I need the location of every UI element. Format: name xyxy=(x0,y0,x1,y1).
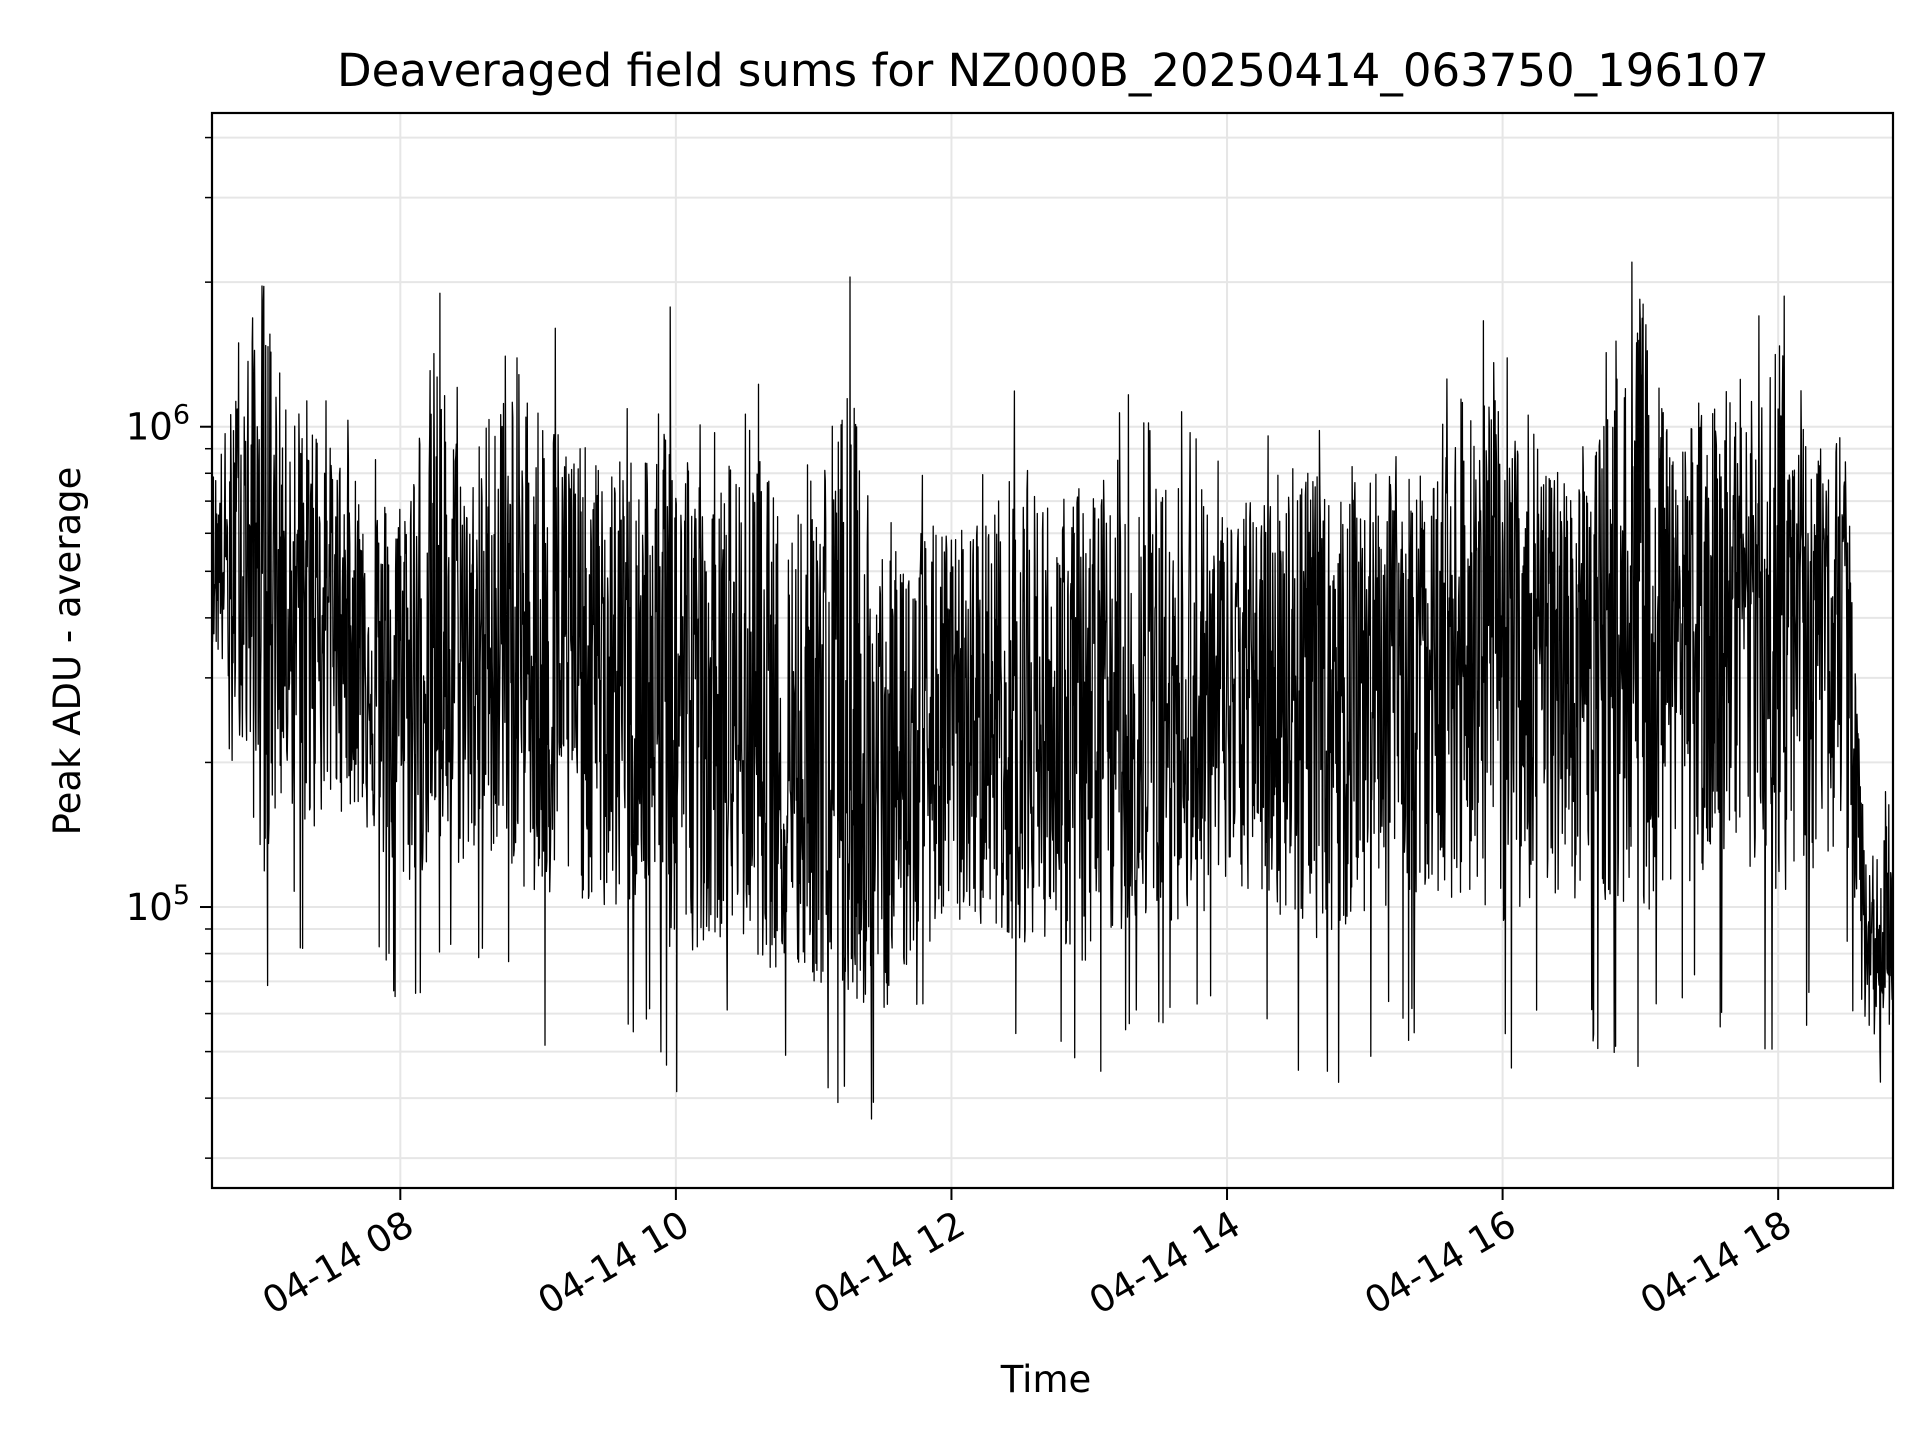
plot-frame xyxy=(210,111,1895,1190)
series-path xyxy=(211,261,1894,1120)
chart-title: Deaveraged field sums for NZ000B_2025041… xyxy=(337,44,1769,97)
y-axis: 105 106 xyxy=(126,136,212,1159)
series-line xyxy=(211,261,1894,1120)
y-tick-label: 105 xyxy=(126,880,190,929)
y-axis-label: Peak ADU - average xyxy=(46,467,89,836)
y-tick-label: 106 xyxy=(126,400,190,449)
x-axis-label: Time xyxy=(1000,1358,1092,1401)
